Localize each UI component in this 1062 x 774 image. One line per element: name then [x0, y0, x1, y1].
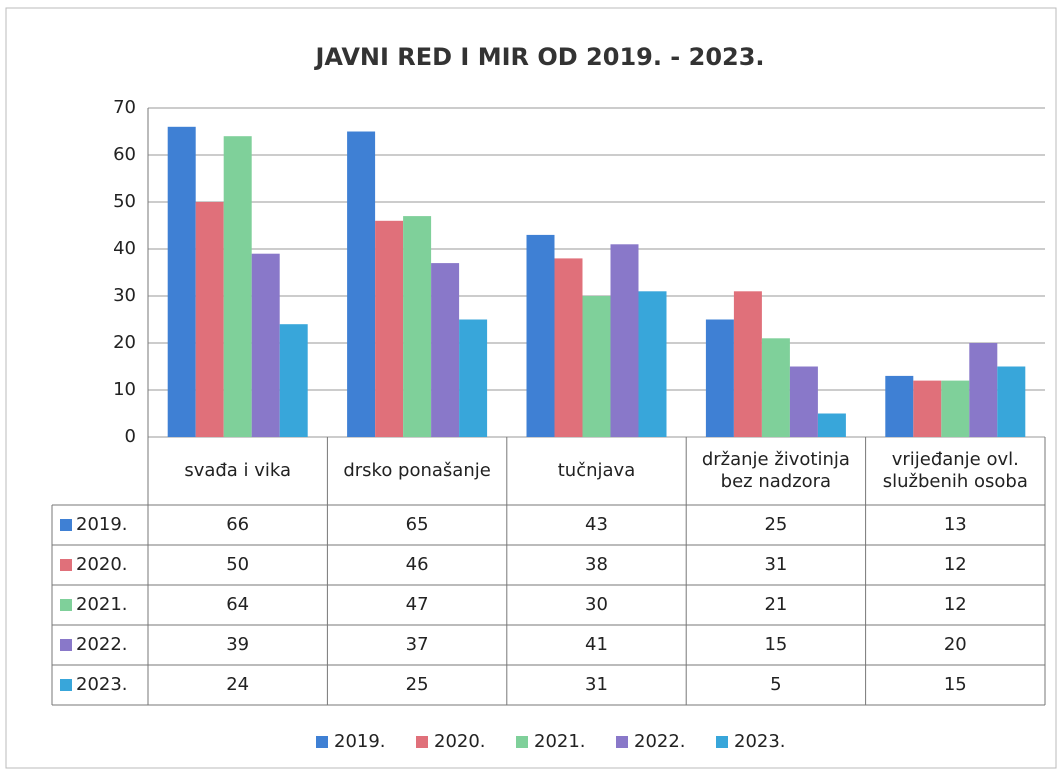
x-tick-label: držanje životinja bez nadzora [701, 449, 850, 492]
bar [913, 380, 942, 437]
table-value: 37 [406, 634, 429, 655]
x-tick-label: vrijeđanje ovl. službenih osoba [882, 449, 1028, 492]
table-value: 65 [406, 514, 429, 535]
series-label: 2023. [76, 674, 128, 695]
bar [997, 366, 1026, 437]
x-tick-label: svađa i vika [184, 460, 292, 481]
y-tick-label: 40 [113, 238, 136, 259]
table-value: 66 [226, 514, 249, 535]
bar [582, 296, 611, 437]
y-tick-label: 60 [113, 144, 136, 165]
table-value: 43 [585, 514, 608, 535]
legend-label: 2020. [434, 731, 486, 752]
legend-swatch [60, 639, 72, 651]
y-tick-label: 0 [125, 426, 136, 447]
bar [817, 413, 846, 437]
bar [459, 319, 488, 437]
legend-swatch [60, 559, 72, 571]
bar [554, 258, 583, 437]
legend-swatch [60, 679, 72, 691]
legend-swatch [516, 736, 528, 748]
series-label: 2019. [76, 514, 128, 535]
bar [167, 126, 196, 438]
legend-swatch [416, 736, 428, 748]
table-value: 12 [944, 594, 967, 615]
table-value: 30 [585, 594, 608, 615]
table-value: 5 [770, 674, 781, 695]
legend-label: 2022. [634, 731, 686, 752]
table-value: 50 [226, 554, 249, 575]
table-value: 64 [226, 594, 249, 615]
table-value: 15 [764, 634, 787, 655]
series-label: 2020. [76, 554, 128, 575]
table-value: 12 [944, 554, 967, 575]
series-label: 2021. [76, 594, 128, 615]
table-value: 25 [764, 514, 787, 535]
bar [347, 131, 376, 437]
legend-swatch [716, 736, 728, 748]
legend-swatch [60, 519, 72, 531]
bar [279, 324, 308, 437]
legend-swatch [316, 736, 328, 748]
x-tick-label: drsko ponašanje [343, 460, 491, 481]
bar [610, 244, 639, 437]
bar [885, 375, 914, 437]
bar [705, 319, 734, 437]
bar [761, 338, 790, 437]
table-value: 46 [406, 554, 429, 575]
legend-swatch [60, 599, 72, 611]
table-value: 15 [944, 674, 967, 695]
table-value: 31 [764, 554, 787, 575]
table-value: 25 [406, 674, 429, 695]
frame [5, 7, 1057, 769]
y-tick-label: 10 [113, 379, 136, 400]
table-value: 24 [226, 674, 249, 695]
bar [223, 136, 252, 437]
series-label: 2022. [76, 634, 128, 655]
bar [431, 263, 460, 437]
bar [789, 366, 818, 437]
bar [941, 380, 970, 437]
table-value: 21 [764, 594, 787, 615]
bar [733, 291, 762, 437]
table-value: 20 [944, 634, 967, 655]
table-value: 41 [585, 634, 608, 655]
table-value: 47 [406, 594, 429, 615]
legend-label: 2019. [334, 731, 386, 752]
bar [403, 216, 432, 437]
legend-swatch [616, 736, 628, 748]
table-value: 31 [585, 674, 608, 695]
legend-label: 2021. [534, 731, 586, 752]
legend-label: 2023. [734, 731, 786, 752]
y-tick-label: 70 [113, 97, 136, 118]
table-value: 39 [226, 634, 249, 655]
y-tick-label: 50 [113, 191, 136, 212]
bar [638, 291, 667, 437]
y-tick-label: 20 [113, 332, 136, 353]
x-tick-label: tučnjava [557, 460, 636, 481]
bar [195, 202, 224, 437]
bar [526, 234, 555, 437]
chart-title: JAVNI RED I MIR OD 2019. - 2023. [313, 43, 764, 71]
y-tick-label: 30 [113, 285, 136, 306]
bar [375, 220, 404, 437]
bar [251, 253, 280, 437]
table-value: 13 [944, 514, 967, 535]
table-value: 38 [585, 554, 608, 575]
bar [969, 343, 998, 437]
